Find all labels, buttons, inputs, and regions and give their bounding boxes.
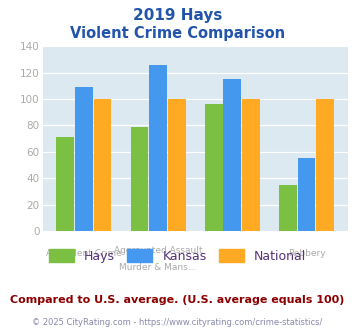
Text: Rape: Rape bbox=[221, 249, 244, 258]
Bar bbox=[242, 99, 260, 231]
Text: © 2025 CityRating.com - https://www.cityrating.com/crime-statistics/: © 2025 CityRating.com - https://www.city… bbox=[32, 318, 323, 327]
Bar bbox=[168, 99, 186, 231]
Bar bbox=[75, 87, 93, 231]
Bar bbox=[297, 158, 316, 231]
Bar bbox=[205, 104, 223, 231]
Bar bbox=[223, 79, 241, 231]
Bar bbox=[56, 137, 74, 231]
Text: Violent Crime Comparison: Violent Crime Comparison bbox=[70, 26, 285, 41]
Bar bbox=[279, 185, 297, 231]
Bar bbox=[131, 127, 148, 231]
Text: Murder & Mans...: Murder & Mans... bbox=[119, 263, 197, 272]
Legend: Hays, Kansas, National: Hays, Kansas, National bbox=[49, 249, 306, 263]
Text: Robbery: Robbery bbox=[288, 249, 326, 258]
Bar bbox=[149, 65, 167, 231]
Bar bbox=[94, 99, 111, 231]
Text: Aggravated Assault: Aggravated Assault bbox=[114, 246, 202, 255]
Text: Compared to U.S. average. (U.S. average equals 100): Compared to U.S. average. (U.S. average … bbox=[10, 295, 345, 305]
Bar bbox=[316, 99, 334, 231]
Text: 2019 Hays: 2019 Hays bbox=[133, 8, 222, 23]
Text: All Violent Crime: All Violent Crime bbox=[46, 249, 122, 258]
